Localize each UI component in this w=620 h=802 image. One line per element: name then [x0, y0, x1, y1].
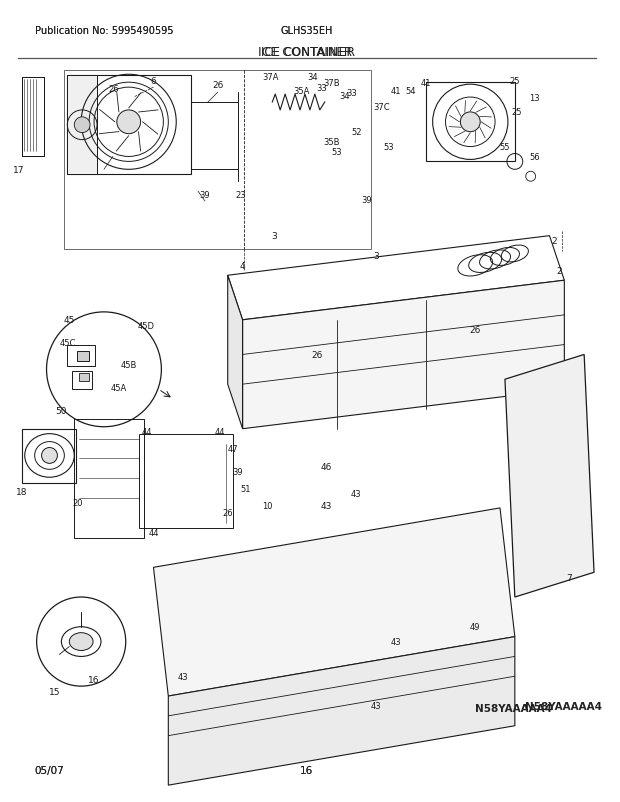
- Text: 54: 54: [405, 87, 416, 95]
- Text: ICE CONTAINER: ICE CONTAINER: [262, 46, 352, 59]
- Text: 26: 26: [311, 350, 322, 359]
- Circle shape: [117, 111, 141, 135]
- Text: 20: 20: [72, 499, 82, 508]
- Bar: [68, 345, 95, 367]
- Text: ICE CONTAINER: ICE CONTAINER: [259, 46, 355, 59]
- Text: 43: 43: [321, 502, 332, 511]
- Circle shape: [74, 118, 90, 133]
- Text: GLHS35EH: GLHS35EH: [281, 26, 333, 36]
- Text: 39: 39: [232, 468, 243, 476]
- Bar: [22, 78, 43, 157]
- Text: 45C: 45C: [59, 338, 76, 347]
- Text: 16: 16: [300, 765, 314, 776]
- Text: 33: 33: [316, 83, 327, 92]
- Text: 05/07: 05/07: [35, 765, 64, 776]
- Bar: [78, 352, 89, 362]
- Text: 34: 34: [308, 73, 318, 82]
- Text: Publication No: 5995490595: Publication No: 5995490595: [35, 26, 173, 36]
- Text: 53: 53: [331, 148, 342, 157]
- Text: 34: 34: [339, 91, 350, 100]
- Text: 45B: 45B: [120, 360, 137, 370]
- Text: 23: 23: [235, 190, 246, 200]
- Bar: [22, 429, 76, 484]
- Text: 41: 41: [420, 79, 431, 87]
- Text: 16: 16: [300, 765, 314, 776]
- Text: 37C: 37C: [373, 103, 389, 112]
- Text: 45A: 45A: [111, 383, 127, 392]
- Text: 2: 2: [557, 266, 562, 275]
- Text: 43: 43: [178, 672, 188, 681]
- Text: GLHS35EH: GLHS35EH: [281, 26, 333, 36]
- Bar: [64, 71, 371, 249]
- Text: 51: 51: [241, 484, 250, 493]
- Text: 18: 18: [16, 487, 27, 496]
- Bar: [68, 76, 97, 175]
- Text: 3: 3: [373, 252, 379, 261]
- Text: 6: 6: [151, 77, 156, 86]
- Polygon shape: [242, 281, 564, 429]
- Text: 44: 44: [141, 427, 152, 436]
- Text: 37A: 37A: [262, 73, 278, 82]
- Text: 43: 43: [351, 489, 361, 498]
- Text: 35B: 35B: [324, 138, 340, 147]
- Text: 44: 44: [215, 427, 225, 436]
- Text: 47: 47: [228, 444, 238, 453]
- Text: 15: 15: [49, 687, 60, 695]
- Bar: [68, 76, 191, 175]
- Text: 10: 10: [262, 502, 273, 511]
- Circle shape: [42, 448, 58, 464]
- Text: 13: 13: [529, 93, 540, 103]
- Text: 39: 39: [200, 190, 210, 200]
- Text: 45D: 45D: [138, 322, 155, 331]
- Text: N58YAAAAA4: N58YAAAAA4: [525, 701, 602, 711]
- Text: 41: 41: [391, 87, 401, 95]
- Text: 39: 39: [361, 195, 371, 205]
- Polygon shape: [505, 355, 594, 597]
- Text: 25: 25: [512, 108, 522, 117]
- Polygon shape: [168, 637, 515, 785]
- Ellipse shape: [69, 633, 93, 650]
- Text: 56: 56: [529, 152, 540, 162]
- Polygon shape: [154, 508, 515, 696]
- Text: 35A: 35A: [294, 87, 310, 95]
- Text: 37B: 37B: [324, 79, 340, 87]
- Text: 26: 26: [223, 508, 233, 518]
- Text: 2: 2: [552, 237, 557, 245]
- Text: 25: 25: [510, 77, 520, 86]
- Text: 26: 26: [212, 80, 223, 90]
- Text: Publication No: 5995490595: Publication No: 5995490595: [35, 26, 173, 36]
- Text: 45: 45: [64, 316, 75, 325]
- Bar: [73, 372, 92, 390]
- Text: 17: 17: [13, 165, 25, 175]
- Text: 52: 52: [351, 128, 361, 137]
- Text: 43: 43: [391, 638, 401, 646]
- Bar: [139, 434, 232, 528]
- Text: 26: 26: [469, 326, 481, 334]
- Text: 46: 46: [321, 462, 332, 472]
- Text: 44: 44: [148, 529, 159, 537]
- Text: 4: 4: [240, 261, 246, 270]
- Text: 3: 3: [272, 232, 277, 241]
- Bar: [79, 374, 89, 382]
- Text: 53: 53: [384, 143, 394, 152]
- Text: 33: 33: [346, 88, 357, 98]
- Text: 55: 55: [500, 143, 510, 152]
- Text: 26: 26: [108, 84, 119, 94]
- Text: 16: 16: [88, 674, 100, 684]
- Text: 50: 50: [56, 407, 67, 416]
- Bar: [426, 83, 515, 162]
- Text: 7: 7: [567, 573, 572, 582]
- Bar: [74, 419, 144, 538]
- Ellipse shape: [461, 113, 480, 132]
- Text: 05/07: 05/07: [35, 765, 64, 776]
- Polygon shape: [228, 276, 242, 429]
- Text: N58YAAAAA4: N58YAAAAA4: [476, 703, 552, 713]
- Text: 43: 43: [371, 702, 381, 711]
- Text: 49: 49: [470, 622, 480, 631]
